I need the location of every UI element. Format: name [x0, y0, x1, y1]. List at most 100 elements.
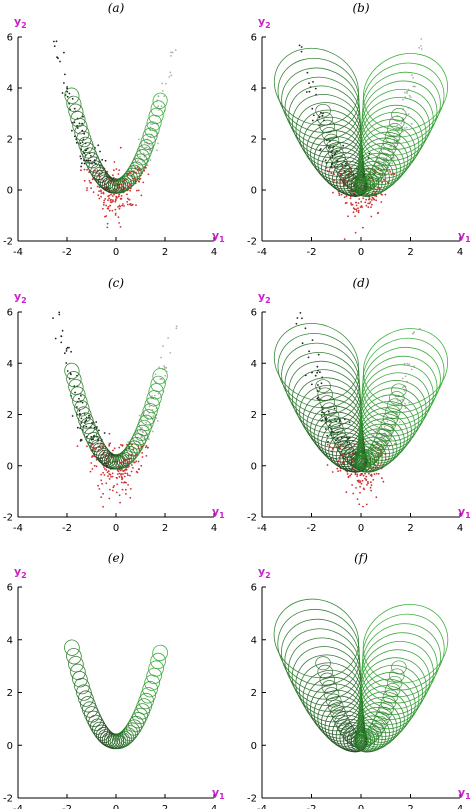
contour-ellipse [78, 136, 94, 154]
contour-ellipse [319, 119, 336, 134]
contour-ellipse [328, 699, 344, 714]
y-tick-label: 0 [7, 741, 13, 752]
scatter-point [107, 205, 110, 208]
scatter-point [141, 427, 144, 429]
contour-ellipse [80, 142, 96, 159]
scatter-point [116, 477, 118, 479]
scatter-point [301, 342, 304, 345]
scatter-point [107, 475, 109, 477]
scatter-point [152, 415, 155, 418]
scatter-point [102, 207, 104, 210]
contour-ellipse [362, 328, 449, 407]
y-tick-label: 4 [7, 84, 13, 95]
scatter-point [120, 198, 122, 200]
scatter-point [171, 51, 174, 54]
y-tick-label: -2 [3, 513, 13, 524]
contour-ellipse [358, 691, 409, 740]
scatter-point [418, 46, 421, 49]
scatter-point [369, 486, 372, 489]
scatter-point [135, 431, 138, 434]
scatter-point [66, 90, 69, 93]
scatter-point [104, 198, 107, 200]
scatter-point [394, 443, 396, 445]
scatter-point [139, 169, 141, 172]
scatter-point [84, 420, 87, 423]
scatter-point [370, 489, 372, 492]
contour-ellipse [284, 628, 361, 700]
scatter-point [120, 473, 122, 476]
scatter-point [128, 198, 131, 201]
scatter-point [350, 202, 352, 205]
contour-ellipse [359, 672, 420, 730]
scatter-point [121, 488, 124, 491]
contour-ellipse [361, 364, 434, 432]
contour-ellipse [360, 372, 430, 437]
scatter-point [349, 197, 352, 200]
contour-ellipse [391, 383, 407, 397]
contour-ellipse [84, 706, 100, 723]
scatter-point [383, 178, 385, 181]
contour-ellipse [98, 450, 114, 466]
contour-ellipse [140, 409, 156, 426]
scatter-point [124, 488, 127, 491]
scatter-point [345, 162, 347, 165]
scatter-point [120, 443, 122, 446]
scatter-point [127, 173, 130, 176]
contour-ellipse [359, 678, 416, 733]
x-tick-label: 0 [113, 523, 119, 534]
scatter-point [298, 44, 301, 47]
contour-ellipses [64, 362, 168, 470]
contour-ellipse [389, 391, 405, 405]
scatter-point [92, 191, 95, 194]
scatter-point [114, 200, 117, 203]
scatter-point [85, 419, 88, 422]
scatter-point [404, 375, 407, 378]
y-tick-label: -2 [247, 513, 257, 524]
scatter-point [333, 179, 336, 182]
scatter-point [137, 189, 140, 192]
scatter-point [90, 155, 92, 157]
scatter-point [338, 194, 341, 197]
scatter-point [108, 444, 111, 447]
contour-ellipse [120, 172, 136, 189]
scatter-point [129, 171, 132, 174]
x-axis-label: y1 [212, 229, 225, 244]
contour-ellipse [340, 446, 357, 461]
scatter-point [372, 478, 375, 481]
scatter-point [103, 199, 106, 202]
scatter-point [145, 415, 148, 418]
scatter-point [83, 179, 86, 182]
contour-ellipse [68, 656, 84, 673]
scatter-point [85, 425, 88, 428]
scatter-point [126, 201, 129, 203]
scatter-point [86, 168, 88, 171]
scatter-point [158, 366, 161, 369]
contour-ellipse [356, 440, 387, 472]
scatter-point [355, 201, 357, 204]
scatter-point [102, 204, 105, 206]
scatter-point [331, 471, 334, 473]
scatter-point [111, 209, 114, 212]
contour-ellipse [92, 167, 108, 184]
scatter-point [160, 105, 163, 108]
contour-ellipse [132, 707, 148, 725]
scatter-point [86, 445, 88, 448]
scatter-point [300, 50, 303, 53]
contour-ellipse [361, 730, 378, 745]
scatter-point [370, 206, 372, 209]
scatter-point [391, 162, 394, 165]
scatter-point [124, 472, 127, 475]
scatter-point [114, 212, 117, 215]
x-tick-label: 2 [162, 804, 168, 809]
scatter-point [148, 149, 151, 152]
scatter-point [401, 377, 404, 380]
scatter-point [398, 421, 401, 424]
scatter-point [143, 438, 146, 440]
contour-ellipse [382, 136, 399, 150]
scatter-point [130, 470, 133, 473]
scatter-point [104, 215, 106, 218]
y-tick-label: -2 [247, 237, 257, 248]
scatter-point [52, 317, 54, 319]
scatter-point [150, 144, 153, 146]
